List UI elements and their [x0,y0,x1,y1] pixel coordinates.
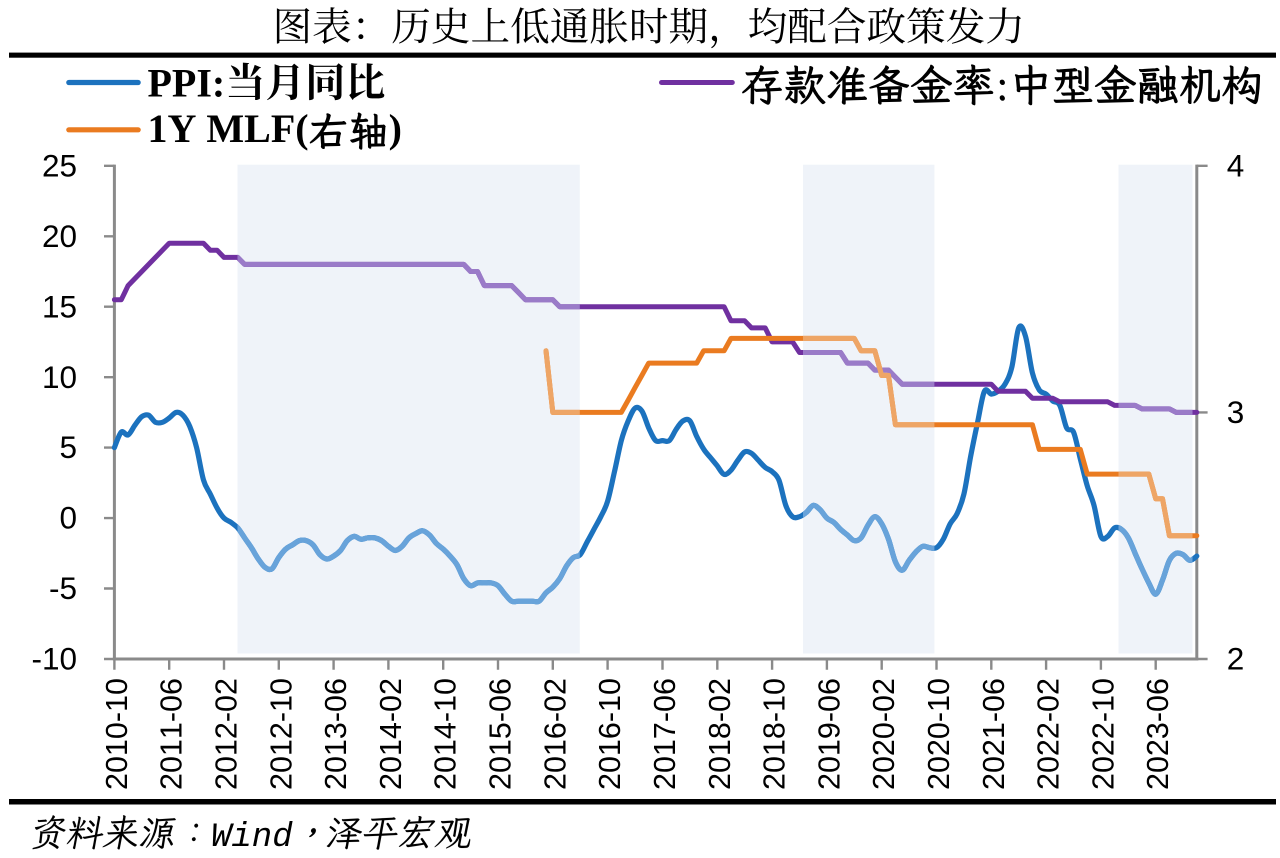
svg-text:2016-02: 2016-02 [538,678,572,790]
svg-text:5: 5 [59,429,77,465]
svg-text:2017-06: 2017-06 [648,678,682,790]
svg-text:2013-06: 2013-06 [319,678,353,790]
svg-text:2016-10: 2016-10 [593,678,627,790]
svg-text:10: 10 [42,359,77,395]
svg-text:2020-10: 2020-10 [922,678,956,790]
svg-text:): ) [389,106,402,151]
svg-text:2018-10: 2018-10 [758,678,792,790]
svg-text:2014-02: 2014-02 [374,678,408,790]
svg-text:2022-10: 2022-10 [1086,678,1120,790]
svg-text:Wind: Wind [211,819,293,857]
svg-text:2023-06: 2023-06 [1141,678,1175,790]
svg-text:2020-02: 2020-02 [867,678,901,790]
svg-text:2015-06: 2015-06 [484,678,518,790]
svg-text:15: 15 [42,288,77,324]
svg-text:3: 3 [1227,394,1245,430]
svg-text:2014-10: 2014-10 [429,678,463,790]
svg-text:2011-06: 2011-06 [155,678,189,790]
svg-text:-10: -10 [31,641,77,677]
svg-text:2: 2 [1227,641,1245,677]
svg-text:2019-06: 2019-06 [812,678,846,790]
svg-text:2021-06: 2021-06 [977,678,1011,790]
svg-text:PPI:: PPI: [148,61,226,106]
svg-text:2010-10: 2010-10 [100,678,134,790]
svg-text:4: 4 [1227,147,1245,183]
svg-text:2022-02: 2022-02 [1032,678,1066,790]
svg-text:2012-02: 2012-02 [210,678,244,790]
svg-text:0: 0 [59,500,77,536]
svg-text:20: 20 [42,218,77,254]
svg-text:25: 25 [42,147,77,183]
svg-text:2018-02: 2018-02 [703,678,737,790]
svg-text:-5: -5 [49,570,77,606]
svg-text:1Y MLF(: 1Y MLF( [148,106,309,151]
svg-text:2012-10: 2012-10 [264,678,298,790]
